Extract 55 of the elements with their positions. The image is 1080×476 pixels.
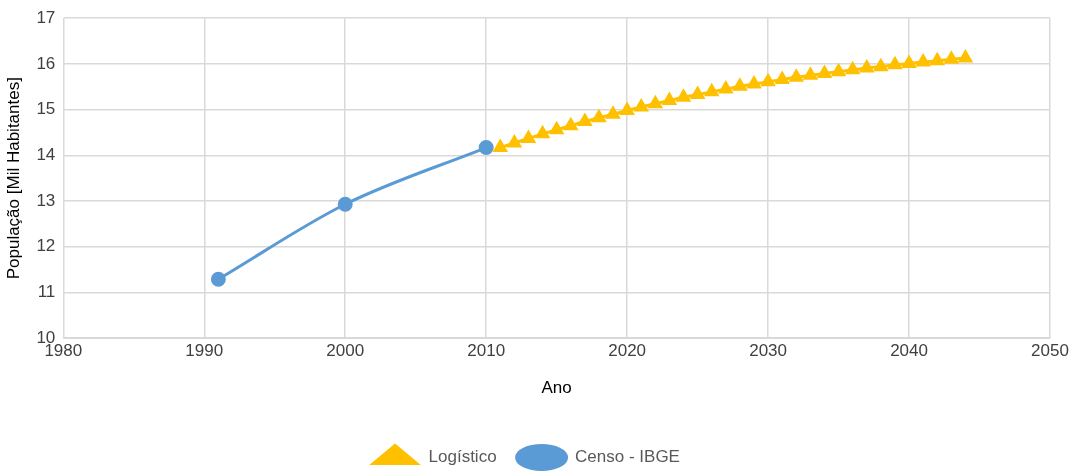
point [733, 78, 747, 91]
point [493, 140, 507, 153]
point [478, 140, 494, 156]
x-tick-label: 1990 [185, 341, 224, 361]
x-tick-label: 2030 [749, 341, 787, 361]
point [705, 84, 719, 97]
point [634, 99, 648, 112]
point [761, 74, 775, 87]
legend-label: Censo - IBGE [575, 447, 680, 467]
y-tick-label: 11 [37, 282, 56, 302]
legend-label: Logístico [428, 447, 497, 467]
point [662, 92, 677, 105]
point [578, 114, 592, 127]
point [549, 122, 564, 135]
point [535, 126, 550, 139]
point [817, 66, 832, 79]
point [592, 110, 606, 123]
point [521, 130, 536, 143]
point [719, 81, 733, 94]
point [648, 96, 663, 109]
point [775, 71, 789, 84]
x-tick-label: 2040 [890, 341, 928, 361]
point [747, 76, 761, 89]
x-tick-label: 2050 [1031, 341, 1069, 361]
point [676, 89, 691, 102]
x-tick-label: 2010 [467, 341, 506, 361]
point [789, 69, 803, 82]
y-axis-title: População [Mil Habitantes] [3, 77, 23, 280]
y-tick-label: 13 [36, 190, 56, 210]
x-tick-label: 2000 [326, 341, 365, 361]
point [831, 64, 846, 77]
y-tick-label: 16 [36, 53, 56, 73]
point [803, 67, 818, 80]
point [210, 271, 226, 287]
point [944, 51, 959, 64]
y-tick-label: 17 [36, 7, 56, 27]
point [916, 54, 930, 67]
x-axis-title: Ano [541, 378, 572, 398]
y-tick-label: 15 [36, 99, 56, 119]
point [606, 106, 620, 119]
point [690, 87, 705, 100]
point [860, 60, 874, 73]
point [337, 196, 353, 212]
y-tick-label: 12 [36, 236, 56, 256]
point [930, 53, 944, 66]
point [958, 50, 973, 63]
point [620, 103, 634, 116]
point [564, 118, 578, 131]
point [845, 62, 860, 75]
x-tick-label: 2020 [608, 341, 647, 361]
point [888, 57, 902, 70]
point [902, 55, 916, 68]
point [507, 135, 522, 148]
y-tick-label: 14 [36, 145, 56, 165]
point [874, 59, 888, 72]
